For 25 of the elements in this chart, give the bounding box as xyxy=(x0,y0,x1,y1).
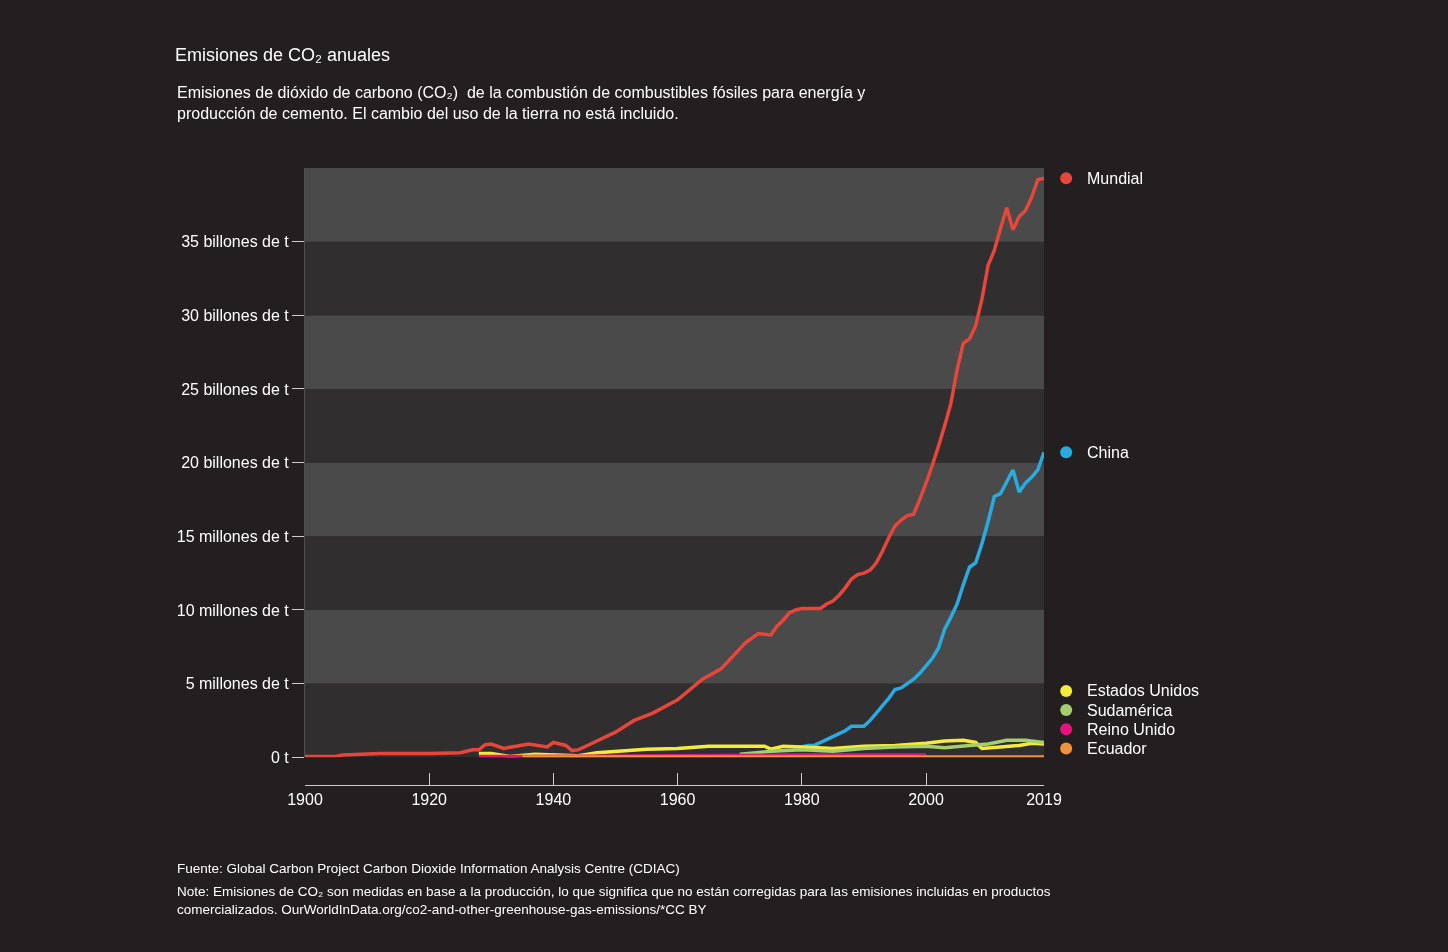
x-tick-label: 2000 xyxy=(908,791,944,809)
x-tick-label: 1980 xyxy=(784,791,820,809)
legend-label: Estados Unidos xyxy=(1087,682,1200,699)
y-tick-label: 15 millones de t xyxy=(176,527,290,545)
x-tick-label: 1920 xyxy=(411,791,448,809)
legend-label: Ecuador xyxy=(1087,740,1148,757)
legend-label: China xyxy=(1087,444,1129,461)
source-note: Fuente: Global Carbon Project Carbon Dioxide Information Analysis Centre (CDIAC) xyxy=(177,861,680,876)
chart-title: Emisiones de CO₂ anuales xyxy=(175,44,391,65)
x-tick-label: 1940 xyxy=(535,791,572,809)
legend-label: Mundial xyxy=(1087,170,1144,187)
y-tick-label: 5 millones de t xyxy=(185,675,290,693)
y-tick-label: 20 billones de t xyxy=(181,454,290,472)
y-tick-label: 0 t xyxy=(271,748,290,766)
legend-label: Sudamérica xyxy=(1087,702,1173,719)
y-tick-label: 10 millones de t xyxy=(176,601,290,619)
legend-label: Reino Unido xyxy=(1087,721,1176,738)
y-tick-label: 35 billones de t xyxy=(181,233,290,251)
y-tick-label: 25 billones de t xyxy=(181,380,290,398)
chart-subtitle: Emisiones de dióxido de carbono (CO₂) de la combustión de combustibles fósiles para energía y producción de cemento. El cambio del uso de la tierra no está incluido. xyxy=(177,84,866,122)
x-tick-label: 1900 xyxy=(287,791,323,809)
x-tick-label: 2019 xyxy=(1026,791,1062,809)
x-tick-label: 1960 xyxy=(659,791,696,809)
y-tick-label: 30 billones de t xyxy=(181,306,290,324)
text: Note: Emisiones de CO₂ son medidas en base a la producción, lo que significa que no están corregidas para las emisiones incluidas en productos comercializados. OurWorldInData.org/co2-and-other-greenhouse-gas-emissions/*CC BY xyxy=(177,884,1051,917)
